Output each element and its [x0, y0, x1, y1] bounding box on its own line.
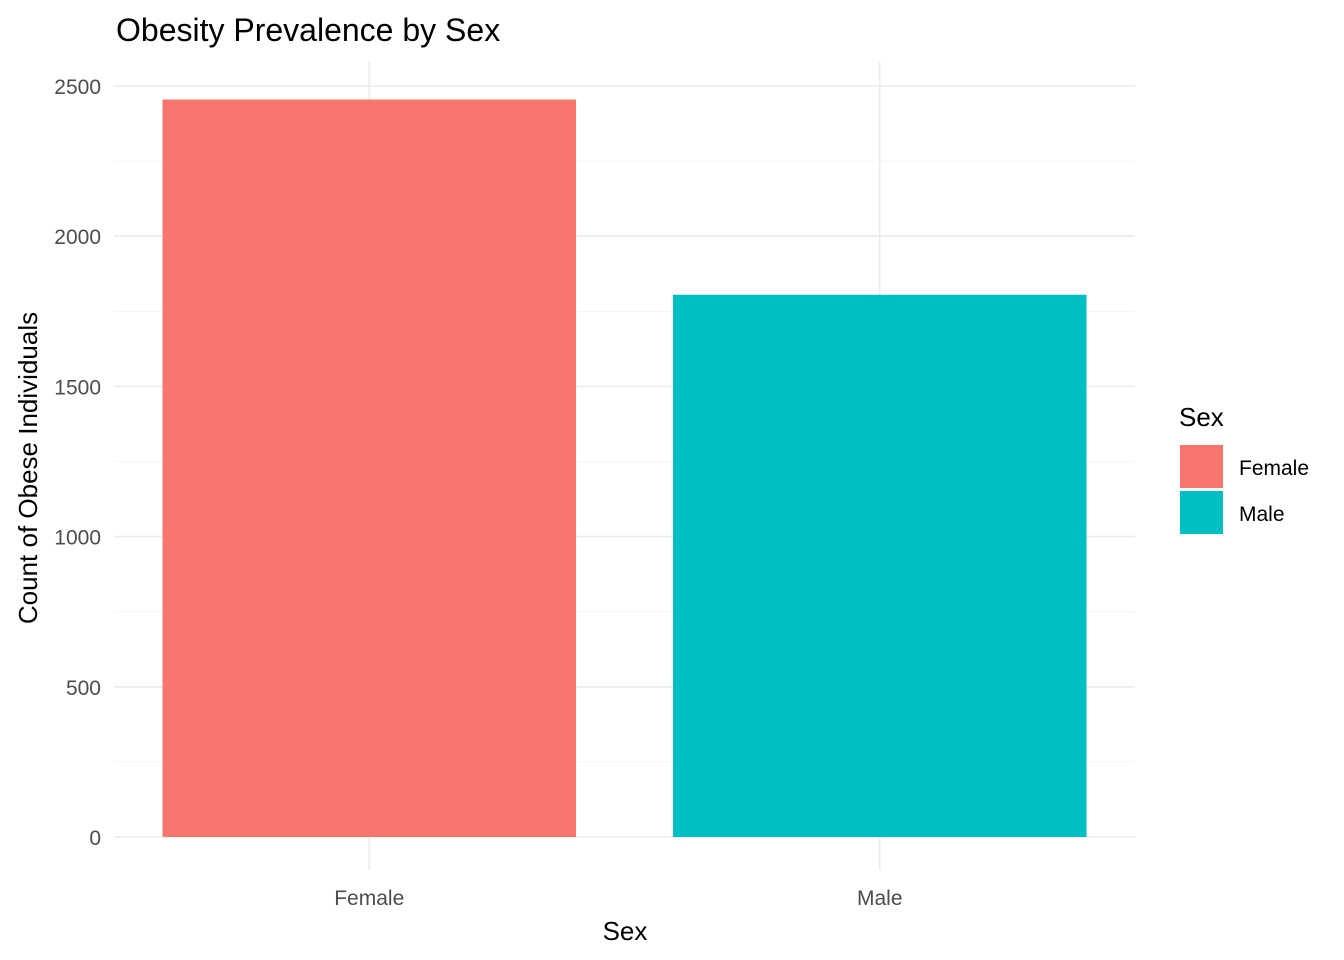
legend-label-female: Female: [1239, 457, 1309, 480]
legend-label-male: Male: [1239, 503, 1285, 526]
chart-title: Obesity Prevalence by Sex: [116, 12, 500, 48]
y-tick-label: 500: [66, 677, 101, 700]
y-tick-label: 0: [89, 827, 101, 850]
y-axis-ticks: 0 500 1000 1500 2000 2500: [54, 76, 101, 850]
x-tick-label: Male: [857, 887, 903, 910]
y-tick-label: 2000: [54, 226, 101, 249]
x-tick-label: Female: [334, 887, 404, 910]
x-axis-title: Sex: [603, 916, 648, 946]
y-tick-label: 1500: [54, 376, 101, 399]
y-tick-label: 1000: [54, 527, 101, 550]
bar-male: [672, 294, 1087, 837]
bars: [162, 99, 1087, 837]
x-axis-ticks: Female Male: [334, 887, 902, 910]
legend-swatch-female: [1180, 445, 1223, 488]
y-tick-label: 2500: [54, 76, 101, 99]
bar-female: [162, 99, 577, 837]
legend-title: Sex: [1179, 402, 1224, 432]
legend: Sex Female Male: [1179, 402, 1309, 534]
legend-swatch-male: [1180, 491, 1223, 534]
y-axis-title: Count of Obese Individuals: [13, 312, 43, 624]
